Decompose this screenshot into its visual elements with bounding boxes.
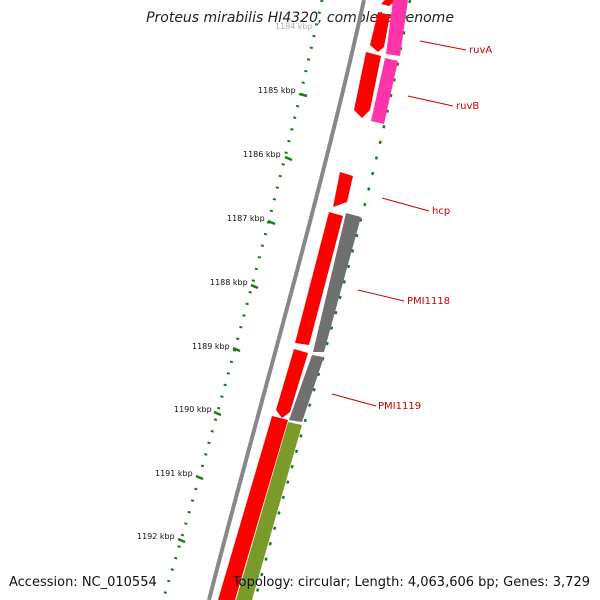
gene-label-PMI1118: PMI1118 [407,296,450,307]
pink-feature-ruvA [386,0,408,56]
cds-reverse-PMI1118 [313,213,361,352]
kbp-label-1186: 1186 kbp [243,150,281,159]
kbp-label-1184: 1184 kbp [275,22,313,31]
gene-label-hcp: hcp [432,206,450,217]
cds-reverse-PMI1119 [289,355,324,422]
label-connectors [331,40,467,407]
kbp-label-1189: 1189 kbp [192,342,230,351]
cds-forward-upper [295,212,343,345]
kbp-label-1190: 1190 kbp [174,405,212,414]
cds-forward-lower [218,416,288,600]
kbp-label-1192: 1192 kbp [137,532,175,541]
connector-hcp [381,197,430,212]
gene-label-PMI1119: PMI1119 [378,401,421,412]
kbp-tick-1190 [213,410,222,417]
forward-strand-features [218,0,396,600]
genome-backbone [207,0,366,600]
kbp-tick-1189 [232,346,241,353]
connector-ruvB [407,95,454,107]
kbp-tick-1187 [267,219,276,226]
reverse-strand-grey [289,213,361,422]
genome-summary-text: Topology: circular; Length: 4,063,606 bp… [232,575,590,590]
cds-reverse-green [236,422,302,600]
outer-tick-ring [161,0,324,600]
connector-PMI1119 [331,393,377,407]
kbp-label-1188: 1188 kbp [210,278,248,287]
cds-forward-middle [276,349,308,418]
connector-PMI1118 [357,289,405,302]
kbp-label-1187: 1187 kbp [227,214,265,223]
pink-features [371,0,408,124]
cds-forward-hcp [333,172,353,207]
kbp-tick-1192 [177,537,186,544]
kbp-tick-1185 [299,92,308,98]
pink-feature-ruvB [371,58,398,124]
kbp-tick-1186 [284,155,293,162]
kbp-tick-1188 [250,283,259,290]
kbp-tick-1191 [195,474,204,481]
connector-ruvA [419,40,467,51]
gene-label-ruvA: ruvA [469,45,492,56]
kbp-label-1191: 1191 kbp [155,469,193,478]
gene-label-ruvB: ruvB [456,101,479,112]
kbp-label-1185: 1185 kbp [258,86,296,95]
cds-forward-ruvB [354,52,381,118]
kbp-major-ticks [177,92,308,544]
accession-text: Accession: NC_010554 [9,575,157,590]
cds-forward-top [381,0,396,6]
cds-forward-ruvA [370,12,390,52]
